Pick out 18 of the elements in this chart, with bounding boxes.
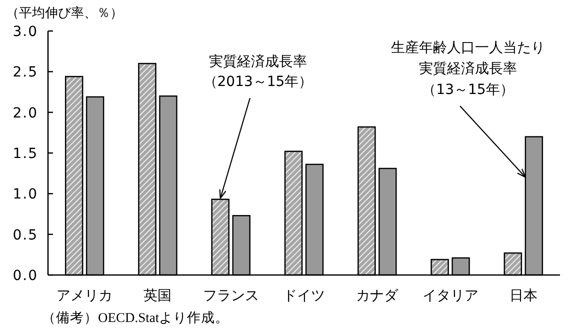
x-tick-label: イタリア — [422, 288, 478, 304]
y-axis-title: （平均伸び率、％） — [6, 5, 123, 21]
text: 生産年齢人口一人当たり実質経済成長率（13～15年） — [391, 40, 545, 98]
y-tick-label: 0.0 — [12, 268, 38, 284]
x-tick-label: カナダ — [356, 288, 400, 304]
y-tick-label: 2.5 — [12, 64, 38, 81]
x-tick-label: アメリカ — [56, 288, 113, 304]
y-tick-label: 0.5 — [12, 227, 38, 244]
y-tick-label: 3.0 — [12, 24, 38, 40]
y-tick-label: 1.0 — [12, 186, 38, 203]
x-tick-label: 英国 — [144, 288, 172, 304]
x-tick-label: ドイツ — [283, 288, 325, 304]
text: （備考）OECD.Statより作成。 — [42, 310, 230, 325]
y-tick-label: 1.5 — [12, 146, 38, 162]
text: 実質経済成長率（2013～15年） — [203, 54, 313, 90]
x-tick-label: 日本 — [509, 288, 538, 304]
y-tick-label: 2.0 — [12, 105, 38, 122]
x-tick-label: フランス — [202, 288, 259, 304]
